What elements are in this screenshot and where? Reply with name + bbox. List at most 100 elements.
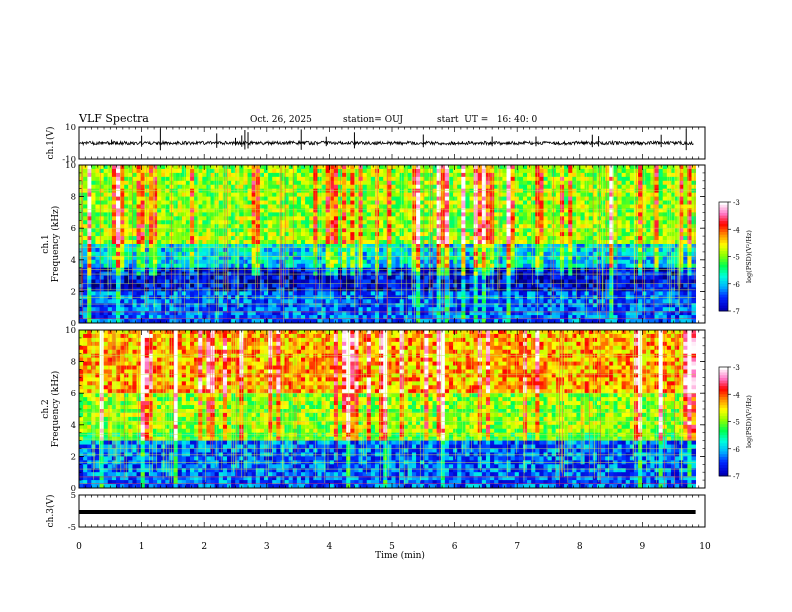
spectro-cell [432,279,438,284]
spectro-cell [288,212,294,217]
spectro-cell [247,216,253,221]
spectro-cell [124,172,129,178]
spectro-cell [148,240,154,245]
spectro-cell [555,283,561,288]
spectro-cell [255,204,261,209]
spectro-cell [539,220,544,225]
spectro-cell [518,240,524,245]
spectro-cell [103,216,109,221]
spectro-cell [670,212,676,217]
spectro-cell [181,228,187,233]
spectro-cell [399,275,405,280]
spectro-cell [502,228,507,233]
spectro-cell [366,196,372,201]
spectro-cell [658,172,664,178]
spectro-cell [276,192,281,197]
spectro-cell [124,263,129,269]
spectro-cell [629,244,635,249]
spectro-cell [329,279,335,284]
spectro-cell [99,176,105,182]
spectro-cell [461,259,466,265]
spectro-cell [300,212,306,217]
spectro-cell [292,267,298,273]
spectro-cell [111,180,117,186]
spectro-cell [572,232,577,237]
spectro-cell [580,208,586,213]
spectro-cell [650,200,655,205]
spectro-cell [243,168,248,174]
spectro-cell [239,212,244,217]
spectro-cell [588,240,594,245]
spectro-cell [670,188,676,194]
spectro-cell [288,208,294,213]
spectro-cell [181,267,187,273]
spectro-cell [91,263,96,269]
spectro-cell [424,232,429,237]
spectro-cell [259,165,265,170]
spectro-cell [592,176,598,182]
spectro-cell [185,247,191,253]
spectro-cell [268,283,273,288]
spectro-cell [621,232,627,237]
spectro-cell [485,176,491,182]
spectro-cell [564,165,569,170]
spectro-cell [148,196,154,201]
spectro-cell [568,220,573,225]
spectro-cell [629,165,635,170]
spectro-cell [638,279,643,284]
spectro-cell [444,216,450,221]
spectro-cell [276,263,281,269]
spectro-cell [226,188,232,194]
spectro-cell [531,208,536,213]
spectro-cell [592,172,598,178]
spectro-cell [391,283,396,288]
spectro-cell [79,196,84,201]
spectro-cell [263,267,269,273]
spectro-cell [670,216,676,221]
spectro-cell [428,192,433,197]
spectro-cell [300,228,306,233]
spectro-cell [181,232,187,237]
spectro-cell [342,224,347,229]
spectro-cell [239,180,244,186]
spectro-cell [670,240,676,245]
spectro-cell [687,220,692,225]
spectro-cell [448,224,454,229]
spectro-cell [494,200,499,205]
spectro-cell [605,251,610,257]
spectro-cell [601,259,606,265]
spectro-cell [543,208,549,213]
spectro-cell [325,232,331,237]
spectro-cell [202,165,207,170]
spectro-cell [321,236,327,241]
spectro-cell [157,224,162,229]
spectro-cell [522,180,528,186]
spectro-cell [284,192,290,197]
spectro-cell [420,240,425,245]
spectro-cell [654,275,660,280]
spectro-cell [222,283,228,288]
spectro-cell [547,165,553,170]
spectro-cell [79,165,84,170]
spectro-cell [99,184,105,190]
spectro-cell [399,279,405,284]
spectro-cell [617,204,623,209]
spectro-cell [259,240,265,245]
spectro-cell [173,232,179,237]
spectro-cell [152,184,158,190]
spectro-cell [494,236,499,241]
spectro-cell [202,267,207,273]
spectro-cell [601,240,606,245]
spectro-cell [329,247,335,253]
spectro-cell [395,192,401,197]
spectro-cell [354,244,359,249]
spectro-cell [580,188,586,194]
spectro-cell [399,176,405,182]
spectro-cell [111,224,117,229]
spectro-cell [568,228,573,233]
spectro-cell [276,240,281,245]
spectro-cell [169,180,174,186]
spectro-cell [259,267,265,273]
spectro-cell [333,247,339,253]
spectro-cell [477,279,483,284]
